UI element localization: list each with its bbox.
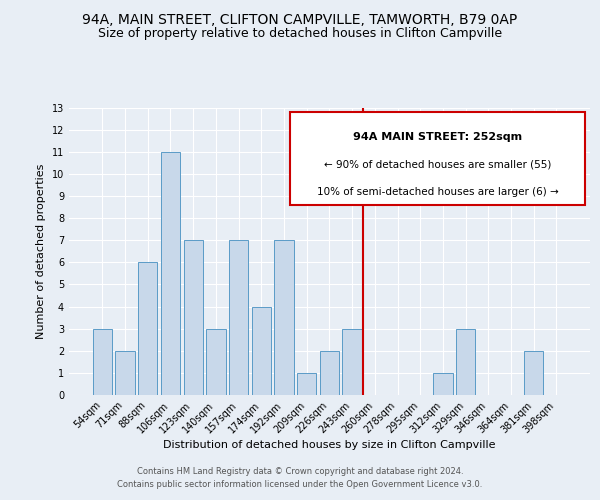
Bar xyxy=(251,306,271,395)
Bar xyxy=(456,328,475,395)
Y-axis label: Number of detached properties: Number of detached properties xyxy=(36,164,46,339)
Text: 94A, MAIN STREET, CLIFTON CAMPVILLE, TAMWORTH, B79 0AP: 94A, MAIN STREET, CLIFTON CAMPVILLE, TAM… xyxy=(82,12,518,26)
Bar xyxy=(524,351,544,395)
Bar xyxy=(433,373,452,395)
Bar xyxy=(206,328,226,395)
Bar xyxy=(297,373,316,395)
Text: Contains HM Land Registry data © Crown copyright and database right 2024.: Contains HM Land Registry data © Crown c… xyxy=(137,468,463,476)
Bar xyxy=(92,328,112,395)
Text: 10% of semi-detached houses are larger (6) →: 10% of semi-detached houses are larger (… xyxy=(317,186,559,196)
Bar xyxy=(343,328,362,395)
Text: ← 90% of detached houses are smaller (55): ← 90% of detached houses are smaller (55… xyxy=(324,159,551,169)
Text: 94A MAIN STREET: 252sqm: 94A MAIN STREET: 252sqm xyxy=(353,132,522,142)
Bar xyxy=(161,152,180,395)
Bar xyxy=(184,240,203,395)
Text: Size of property relative to detached houses in Clifton Campville: Size of property relative to detached ho… xyxy=(98,28,502,40)
Bar xyxy=(138,262,157,395)
Bar xyxy=(320,351,339,395)
Bar xyxy=(274,240,293,395)
Bar xyxy=(229,240,248,395)
Text: Contains public sector information licensed under the Open Government Licence v3: Contains public sector information licen… xyxy=(118,480,482,489)
Bar xyxy=(115,351,134,395)
X-axis label: Distribution of detached houses by size in Clifton Campville: Distribution of detached houses by size … xyxy=(163,440,496,450)
FancyBboxPatch shape xyxy=(290,112,584,205)
